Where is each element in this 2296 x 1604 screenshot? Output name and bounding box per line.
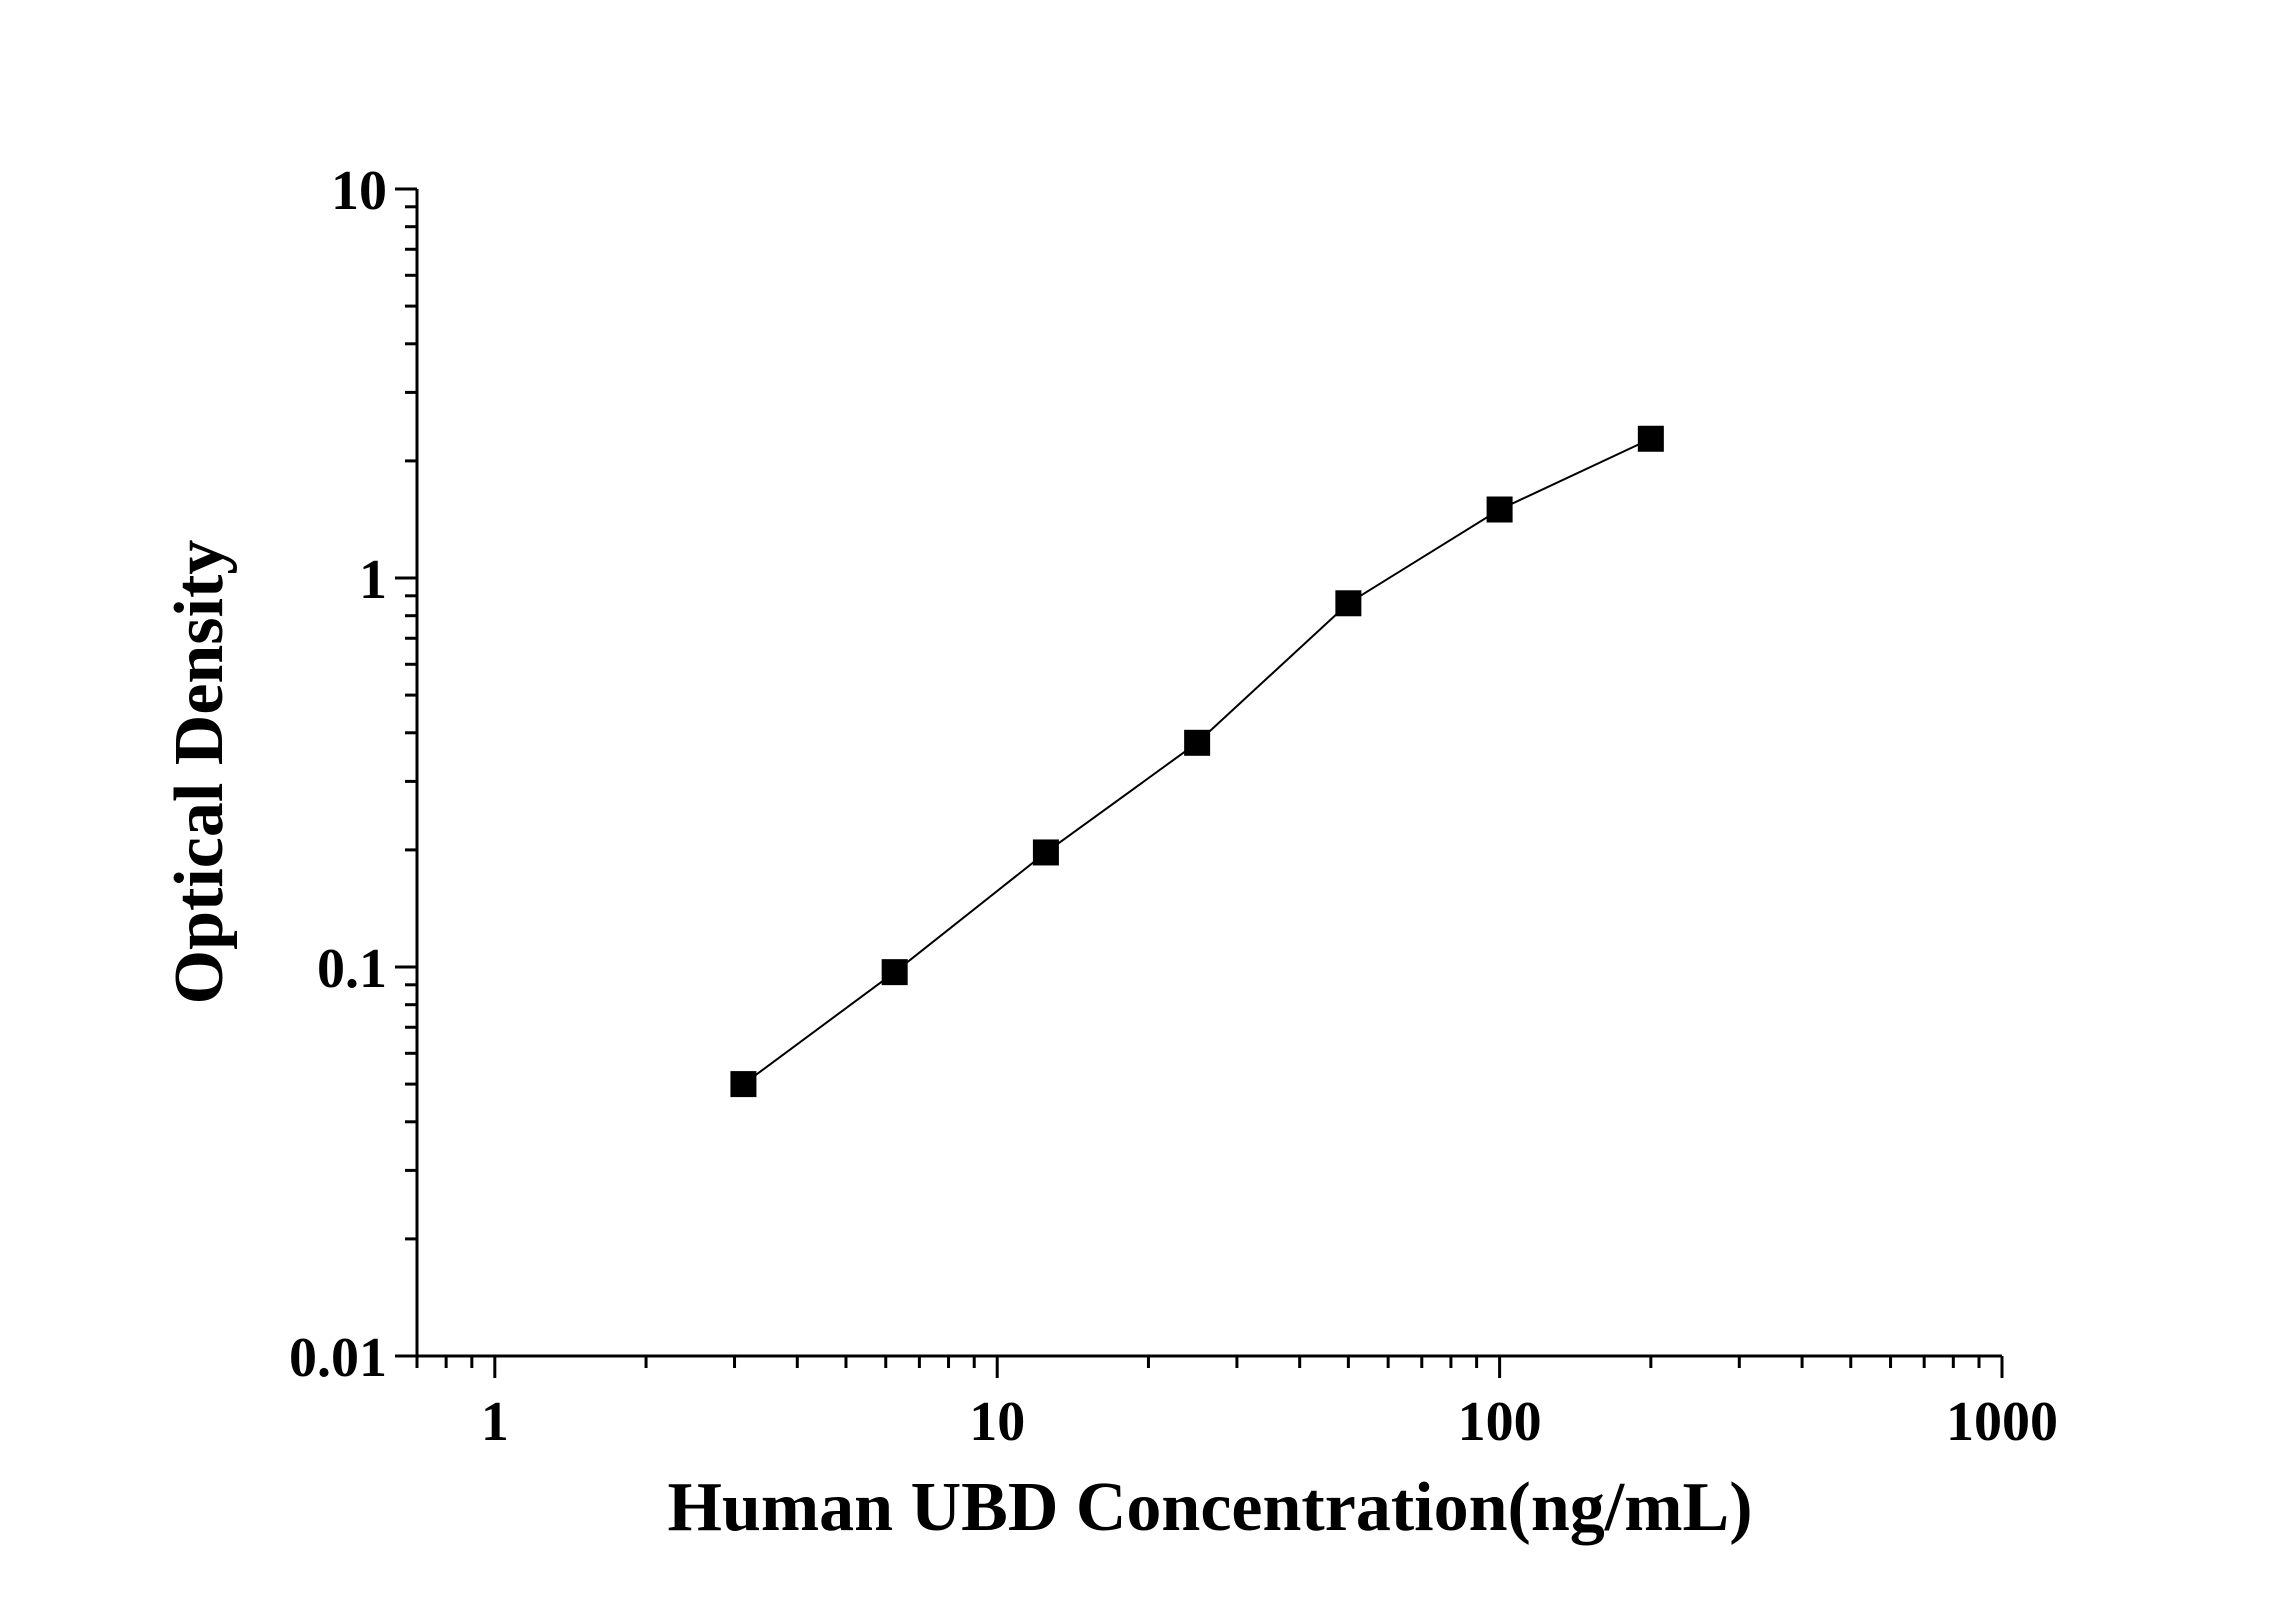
y-tick-label: 0.01	[289, 1327, 387, 1389]
point	[881, 959, 908, 986]
x-tick-label: 1000	[1946, 1391, 2058, 1453]
point	[1184, 729, 1211, 756]
point	[1486, 496, 1513, 523]
point	[1637, 425, 1664, 452]
point	[1032, 839, 1059, 866]
point	[1335, 590, 1362, 617]
x-tick-label: 1	[481, 1391, 509, 1453]
x-axis-label: Human UBD Concentration(ng/mL)	[667, 1469, 1752, 1546]
point	[730, 1071, 757, 1098]
y-tick-label: 0.1	[317, 938, 387, 1000]
x-tick-label: 10	[969, 1391, 1025, 1453]
y-tick-label: 1	[359, 549, 387, 611]
series-line	[742, 437, 1652, 1085]
x-tick-label: 100	[1458, 1391, 1542, 1453]
y-axis-label: Optical Density	[161, 540, 238, 1005]
y-tick-label: 10	[331, 160, 387, 222]
